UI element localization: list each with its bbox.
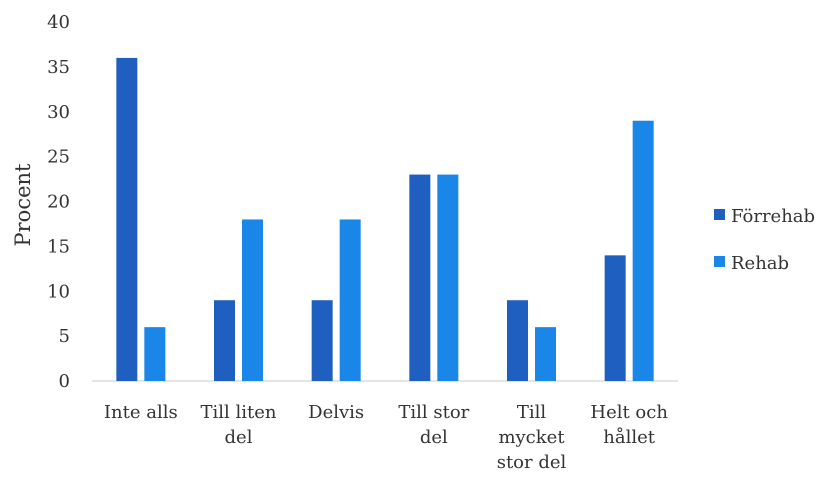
bar (604, 255, 626, 381)
bar (116, 57, 138, 382)
y-axis-label: Procent (11, 163, 35, 247)
x-tick-label: Till liten del (201, 402, 277, 448)
legend-label: Rehab (731, 253, 789, 274)
bars (116, 57, 654, 382)
y-tick-label: 10 (47, 281, 70, 302)
bar (144, 327, 166, 381)
x-tick-label: Till stor del (398, 402, 469, 448)
bar (507, 300, 528, 381)
bar (339, 219, 361, 381)
x-tick-label: Helt och hållet (590, 402, 668, 448)
legend-label: Förrehab (731, 206, 815, 227)
bar (311, 300, 333, 381)
y-tick-label: 35 (47, 57, 70, 78)
bar (632, 120, 654, 381)
y-tick-label: 5 (59, 326, 70, 347)
legend-swatch (714, 256, 725, 267)
bar (409, 174, 431, 381)
category-labels: Inte alls Till liten del Delvis Till stor del… (104, 402, 668, 473)
y-tick-label: 30 (47, 102, 70, 123)
bar (437, 174, 459, 381)
legend-swatch (714, 209, 725, 220)
bar (242, 219, 263, 381)
x-tick-label: Till mycket stor del (497, 402, 567, 473)
x-tick-label: Inte alls (104, 402, 178, 423)
y-tick-label: 20 (47, 192, 70, 213)
legend: Förrehab Rehab (714, 206, 815, 274)
bar (535, 327, 556, 381)
y-tick-label: 0 (59, 371, 70, 392)
y-tick-label: 25 (47, 147, 70, 168)
y-axis-ticks: 0 5 10 15 20 25 30 35 40 (47, 12, 70, 392)
bar (214, 300, 235, 381)
y-tick-label: 15 (47, 236, 70, 257)
x-tick-label: Delvis (308, 402, 364, 423)
y-tick-label: 40 (47, 12, 70, 33)
